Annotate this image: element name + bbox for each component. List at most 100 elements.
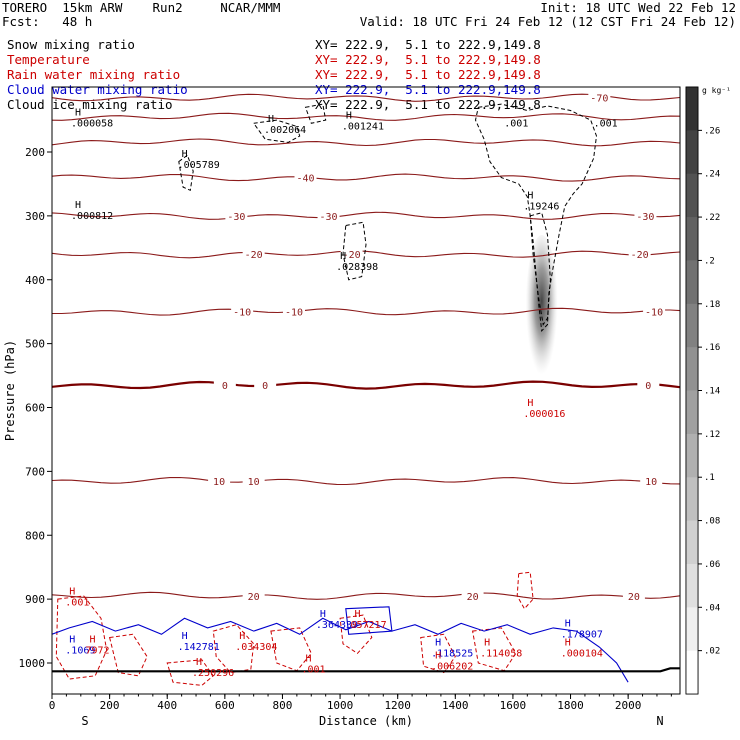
x-tick-label: 1400 [442,699,469,712]
colorbar-tick-label: .02 [704,647,720,657]
x-tick-label: 1200 [384,699,411,712]
isotherm-label-bg [628,249,651,261]
isotherm-label-bg [588,92,611,104]
isotherm-label--10: -10 [285,308,303,319]
y-tick-label: 1000 [19,657,46,670]
rain-contour-4 [270,627,312,672]
h-marker: H [527,190,533,201]
rain-contour-7 [472,627,517,672]
field-label-cloud-water: Cloud water mixing ratio [7,82,188,97]
isotherm-label--70: -70 [590,94,608,105]
isotherm-label-0: 0 [262,381,268,392]
isotherm-label-20: 20 [467,592,479,603]
colorbar-segment [686,260,698,304]
isotherm-label--20: -20 [245,250,263,261]
y-tick-label: 500 [25,338,45,351]
x-tick-label: 200 [100,699,120,712]
colorbar-segment [686,520,698,564]
colorbar-segment [686,607,698,651]
x-tick-label: 2000 [615,699,642,712]
h-marker: H [484,638,490,649]
colorbar-segment [686,173,698,218]
rain-contour-8 [516,571,534,610]
isotherm-label-bg [242,475,265,487]
isotherm-10 [52,476,680,486]
h-marker: H [182,631,188,642]
y-tick-label: 800 [25,529,45,542]
rain-contour-2 [108,633,148,677]
h-marker: H [268,114,274,125]
x-tick-label: 0 [49,699,56,712]
header-valid: Valid: 18 UTC Fri 24 Feb 12 (12 CST Fri … [359,14,736,29]
x-tick-label: 1800 [557,699,584,712]
colorbar-segment [686,433,698,478]
isotherm--40 [52,173,680,182]
colorbar-tick-label: .18 [704,300,720,310]
plot-frame [51,86,681,695]
h-marker-value: .114058 [480,649,522,660]
cloud-water-contour-box [345,606,393,635]
ice-contour-core [529,212,551,326]
h-marker-value: .000812 [71,211,113,222]
h-marker: H [527,398,533,409]
isotherm--20 [52,250,680,259]
y-tick-label: 200 [25,146,45,159]
isotherm-0 [52,380,680,390]
isotherm-label-bg [242,590,265,602]
h-marker: H [565,618,571,629]
isotherm-label--40: -40 [296,174,314,185]
isotherm-label-0: 0 [645,381,651,392]
rain-contour-1 [55,595,108,680]
h-marker: H [565,638,571,649]
h-marker-value: .1069 [65,645,95,656]
h-marker-value: .028398 [336,262,378,273]
isotherm--60 [52,112,680,121]
h-marker-value: .000016 [523,409,565,420]
h-marker: H [346,111,352,122]
x-tick-label: 400 [157,699,177,712]
h-marker: H [435,638,441,649]
isotherm-label-10: 10 [213,477,225,488]
colorbar-tick-label: .14 [704,387,720,397]
field-xy-snow: XY= 222.9, 5.1 to 222.9,149.8 [315,37,541,52]
isotherm-label-bg [242,249,265,261]
isotherm-label--20: -20 [631,250,649,261]
y-axis-label: Pressure (hPa) [3,340,17,441]
colorbar-tick-label: .12 [704,430,720,440]
isotherm-label--30: -30 [320,212,338,223]
isotherm-label--30: -30 [636,212,654,223]
colorbar-segment [686,347,698,391]
colorbar-tick-label: .1 [704,473,715,483]
colorbar-segment [686,217,698,261]
isotherm-label-20: 20 [248,592,260,603]
isotherm-label-bg [637,380,660,392]
snow-contour-plume [474,103,598,333]
isotherm-label-bg [213,380,236,392]
isotherm-label-20: 20 [628,592,640,603]
colorbar-segment [686,87,698,131]
h-marker-value: .001 [65,598,89,609]
h-marker: H [320,609,326,620]
field-xy-temperature: XY= 222.9, 5.1 to 222.9,149.8 [315,52,541,67]
isotherm-label-bg [282,306,305,318]
isotherm--30 [52,211,680,220]
h-marker: H [196,657,202,668]
cloud-water-contour [52,617,629,683]
field-label-rain: Rain water mixing ratio [7,67,181,82]
colorbar-tick-label: .22 [704,213,720,223]
h-marker-value: .250296 [192,668,234,679]
snow-contour-small-3 [252,119,301,143]
colorbar-segment [686,477,698,521]
h-marker: H [75,107,81,118]
snow-contour-small-2 [342,221,367,281]
colorbar-tick-label: .06 [704,560,720,570]
rain-contour-6 [420,633,456,674]
h-marker-value: .19246 [523,201,559,212]
h-marker-value: .006202 [431,661,473,672]
ground-surface [52,667,680,673]
isotherm-label-bg [225,210,248,222]
h-marker: H [75,200,81,211]
h-marker: H [182,149,188,160]
h-marker: H [239,631,245,642]
colorbar-tick-label: .08 [704,517,720,527]
